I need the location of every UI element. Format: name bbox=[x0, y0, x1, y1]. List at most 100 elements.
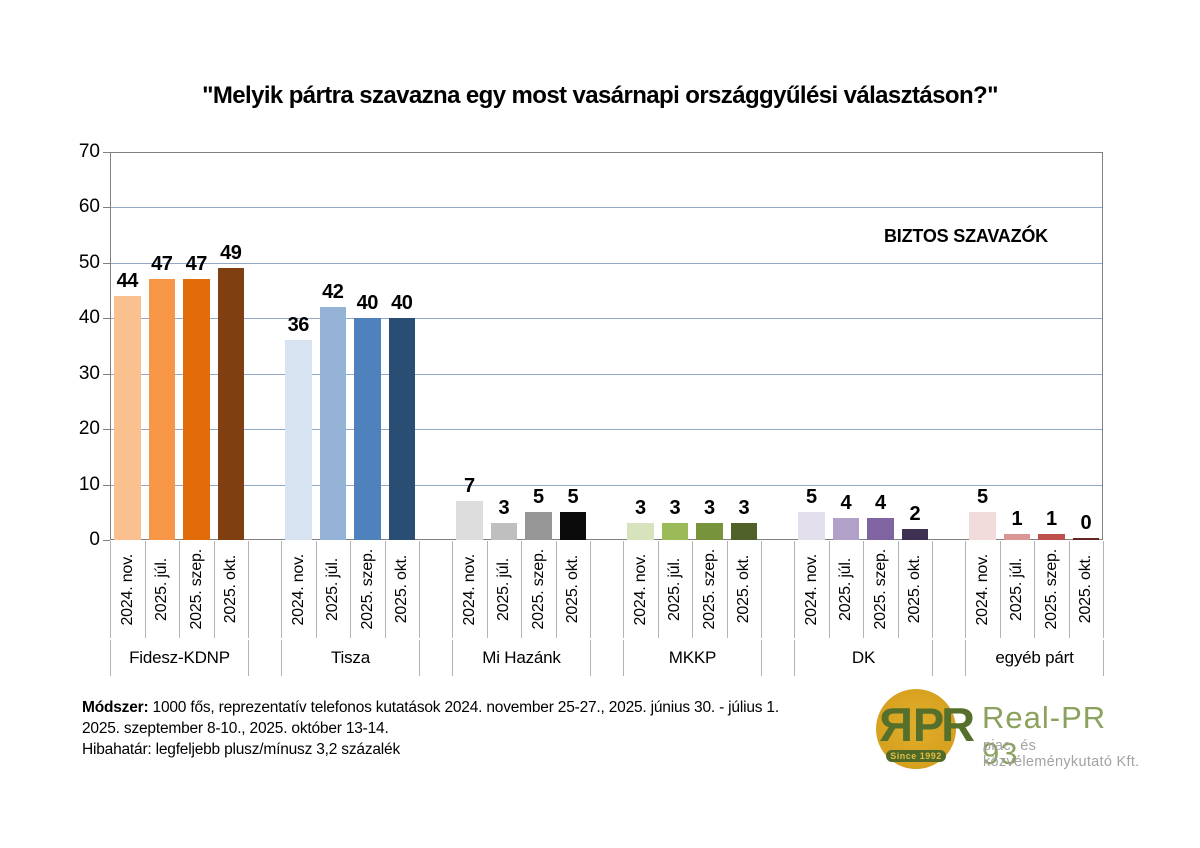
y-axis-tick-label: 70 bbox=[78, 141, 100, 162]
bar bbox=[696, 523, 723, 540]
date-label-text: 2025. júl. bbox=[1008, 558, 1026, 621]
bar bbox=[661, 523, 688, 540]
bar-value-label: 3 bbox=[634, 497, 646, 520]
logo-monogram: RPR bbox=[872, 697, 982, 752]
bar-value-label: 2 bbox=[909, 502, 921, 525]
logo-pr: PR bbox=[912, 698, 975, 751]
bar bbox=[525, 512, 552, 540]
date-label-text: 2025. okt. bbox=[1077, 555, 1095, 624]
x-axis-group-label: egyéb párt bbox=[965, 640, 1104, 676]
x-axis-spacer-cell bbox=[590, 541, 624, 638]
date-label-text: 2024. nov. bbox=[118, 553, 136, 626]
bar-value-label: 5 bbox=[532, 486, 544, 509]
x-axis-date-label: 2025. szep. bbox=[863, 541, 899, 638]
bar bbox=[867, 517, 894, 540]
y-axis-tick bbox=[103, 429, 110, 431]
x-axis-date-label: 2025. okt. bbox=[897, 541, 933, 638]
bar-value-label: 47 bbox=[185, 253, 208, 276]
y-axis-tick-label: 20 bbox=[78, 418, 100, 440]
y-axis-tick bbox=[103, 207, 110, 209]
x-axis-spacer-cell bbox=[419, 640, 453, 676]
date-label-text: 2025. okt. bbox=[735, 555, 753, 624]
bar-value-label: 1 bbox=[1045, 508, 1057, 531]
date-label-text: 2025. júl. bbox=[324, 558, 342, 621]
date-label-text: 2025. okt. bbox=[564, 555, 582, 624]
bar bbox=[730, 523, 757, 540]
y-axis-tick bbox=[103, 152, 110, 153]
bar-value-label: 5 bbox=[805, 486, 817, 509]
date-label-text: 2025. szep. bbox=[700, 549, 718, 630]
date-label-text: 2025. júl. bbox=[153, 558, 171, 621]
x-axis-date-label: 2025. szep. bbox=[692, 541, 728, 638]
date-label-text: 2025. szep. bbox=[358, 549, 376, 630]
x-axis-date-label: 2025. júl. bbox=[144, 541, 180, 638]
bar-value-label: 3 bbox=[738, 497, 750, 520]
bar-value-label: 4 bbox=[874, 491, 886, 514]
x-axis-date-label: 2025. okt. bbox=[726, 541, 762, 638]
bar bbox=[1003, 534, 1030, 540]
date-label-text: 2024. nov. bbox=[802, 553, 820, 626]
x-axis-date-label: 2025. szep. bbox=[1034, 541, 1070, 638]
x-axis-date-label: 2024. nov. bbox=[794, 541, 830, 638]
gridline bbox=[111, 373, 1102, 375]
bar bbox=[832, 517, 859, 540]
bar-value-label: 0 bbox=[1080, 512, 1092, 534]
gridline bbox=[111, 484, 1102, 486]
bar bbox=[901, 528, 928, 540]
x-axis-date-label: 2025. okt. bbox=[213, 541, 249, 638]
x-axis-date-label: 2024. nov. bbox=[965, 541, 1001, 638]
y-axis-tick bbox=[103, 484, 110, 486]
x-axis-date-label: 2025. júl. bbox=[999, 541, 1035, 638]
method-text: 1000 fős, reprezentatív telefonos kutatá… bbox=[148, 699, 780, 716]
bar bbox=[490, 523, 517, 540]
date-label-text: 2025. okt. bbox=[906, 555, 924, 624]
x-axis-date-label: 2025. okt. bbox=[1068, 541, 1104, 638]
x-axis-spacer-cell bbox=[248, 541, 282, 638]
bar-value-label: 1 bbox=[1011, 508, 1023, 531]
bar-value-label: 40 bbox=[356, 292, 379, 315]
x-axis-group-label: MKKP bbox=[623, 640, 762, 676]
x-axis-group-label: Tisza bbox=[281, 640, 420, 676]
date-label-text: 2025. okt. bbox=[222, 555, 240, 624]
y-axis-tick bbox=[103, 318, 110, 320]
gridline bbox=[111, 207, 1102, 209]
chart-title: "Melyik pártra szavazna egy most vasárna… bbox=[202, 82, 998, 109]
x-axis-group-label: Fidesz-KDNP bbox=[110, 640, 249, 676]
x-axis-date-label: 2025. júl. bbox=[315, 541, 351, 638]
x-axis-spacer-cell bbox=[932, 640, 966, 676]
bar bbox=[148, 279, 175, 540]
bar bbox=[114, 296, 141, 540]
date-label-text: 2025. okt. bbox=[393, 555, 411, 624]
bar bbox=[285, 340, 312, 540]
bar bbox=[969, 512, 996, 540]
x-axis-group-label: Mi Hazánk bbox=[452, 640, 591, 676]
date-label-text: 2024. nov. bbox=[973, 553, 991, 626]
y-axis-tick-label: 50 bbox=[78, 251, 100, 273]
x-axis-date-label: 2025. okt. bbox=[384, 541, 420, 638]
gridline bbox=[111, 429, 1102, 431]
method-label: Módszer: bbox=[82, 699, 149, 716]
plot-area bbox=[110, 152, 1103, 540]
date-label-text: 2025. szep. bbox=[187, 549, 205, 630]
logo-real-pr: RPR Since 1992 Real-PR 93 piac- és közvé… bbox=[860, 684, 1140, 780]
method-line-2: 2025. szeptember 8-10., 2025. október 13… bbox=[82, 720, 389, 737]
gridline bbox=[111, 318, 1102, 320]
x-axis-date-label: 2025. szep. bbox=[179, 541, 215, 638]
bar-value-label: 5 bbox=[567, 486, 579, 509]
voters-annotation: BIZTOS SZAVAZÓK bbox=[883, 226, 1048, 246]
y-axis-tick bbox=[103, 540, 110, 541]
x-axis-group-label: DK bbox=[794, 640, 933, 676]
y-axis-tick-label: 40 bbox=[78, 307, 100, 329]
bar bbox=[183, 279, 210, 540]
x-axis-spacer-cell bbox=[761, 640, 795, 676]
bar-value-label: 44 bbox=[116, 270, 139, 293]
bar-value-label: 36 bbox=[287, 314, 310, 337]
logo-mirrored-r: R bbox=[881, 698, 913, 751]
date-label-text: 2025. júl. bbox=[666, 558, 684, 621]
x-axis-spacer-cell bbox=[419, 541, 453, 638]
method-line-1: Módszer: 1000 fős, reprezentatív telefon… bbox=[82, 697, 779, 718]
x-axis-date-label: 2025. júl. bbox=[828, 541, 864, 638]
date-label-text: 2025. szep. bbox=[871, 549, 889, 630]
